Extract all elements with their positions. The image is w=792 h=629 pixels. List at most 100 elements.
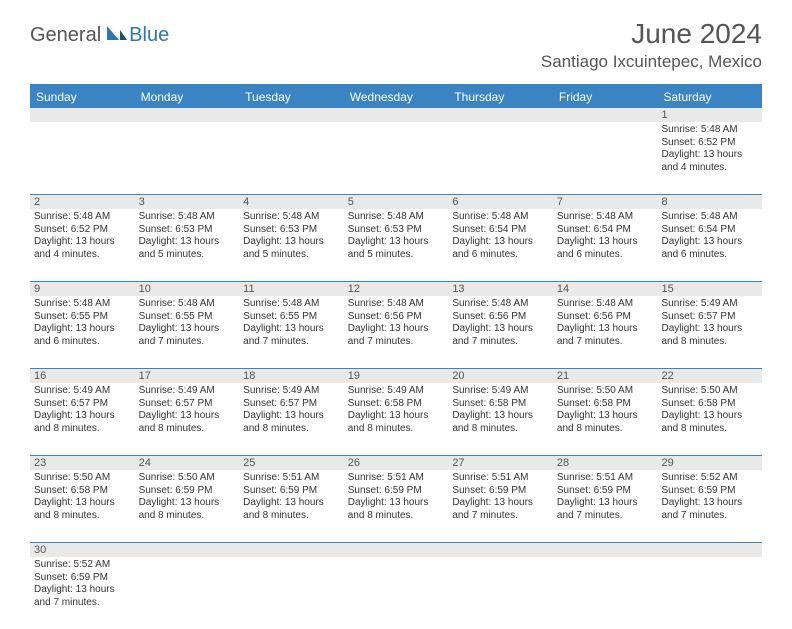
day-number-row: 9101112131415 (30, 282, 762, 296)
day-number: 15 (657, 282, 762, 296)
sunset-text: Sunset: 6:56 PM (452, 311, 549, 324)
sunrise-text: Sunrise: 5:48 AM (661, 124, 758, 137)
title-block: June 2024 Santiago Ixcuintepec, Mexico (541, 18, 762, 72)
day2-text: and 7 minutes. (557, 336, 654, 349)
logo-text-dark: General (30, 24, 101, 47)
day2-text: and 8 minutes. (243, 510, 340, 523)
day-number: 17 (135, 369, 240, 383)
sunset-text: Sunset: 6:59 PM (661, 485, 758, 498)
sunrise-text: Sunrise: 5:51 AM (557, 472, 654, 485)
sunrise-text: Sunrise: 5:48 AM (139, 298, 236, 311)
sunset-text: Sunset: 6:53 PM (348, 224, 445, 237)
day1-text: Daylight: 13 hours (348, 323, 445, 336)
day2-text: and 7 minutes. (452, 336, 549, 349)
sunset-text: Sunset: 6:58 PM (452, 398, 549, 411)
sunset-text: Sunset: 6:58 PM (34, 485, 131, 498)
sunset-text: Sunset: 6:57 PM (243, 398, 340, 411)
day-cell (344, 557, 449, 629)
day-cell: Sunrise: 5:50 AMSunset: 6:58 PMDaylight:… (553, 383, 658, 455)
sunrise-text: Sunrise: 5:50 AM (557, 385, 654, 398)
day1-text: Daylight: 13 hours (34, 323, 131, 336)
day1-text: Daylight: 13 hours (243, 497, 340, 510)
day1-text: Daylight: 13 hours (661, 236, 758, 249)
sunrise-text: Sunrise: 5:52 AM (661, 472, 758, 485)
logo: General Blue (30, 24, 169, 47)
sunrise-text: Sunrise: 5:51 AM (348, 472, 445, 485)
day2-text: and 8 minutes. (34, 423, 131, 436)
day1-text: Daylight: 13 hours (661, 497, 758, 510)
day-number-row: 16171819202122 (30, 369, 762, 383)
sunset-text: Sunset: 6:52 PM (34, 224, 131, 237)
sunrise-text: Sunrise: 5:49 AM (452, 385, 549, 398)
day2-text: and 7 minutes. (243, 336, 340, 349)
sunrise-text: Sunrise: 5:48 AM (661, 211, 758, 224)
day-number: 11 (239, 282, 344, 296)
day-cell: Sunrise: 5:48 AMSunset: 6:56 PMDaylight:… (553, 296, 658, 368)
day-header: Friday (553, 86, 658, 108)
day-number: 19 (344, 369, 449, 383)
sunset-text: Sunset: 6:54 PM (661, 224, 758, 237)
day2-text: and 7 minutes. (661, 510, 758, 523)
sunrise-text: Sunrise: 5:48 AM (452, 298, 549, 311)
sunrise-text: Sunrise: 5:48 AM (557, 211, 654, 224)
day1-text: Daylight: 13 hours (139, 323, 236, 336)
day-cell: Sunrise: 5:48 AMSunset: 6:53 PMDaylight:… (135, 209, 240, 281)
week-row: Sunrise: 5:50 AMSunset: 6:58 PM Daylight:… (30, 470, 762, 543)
sunrise-text: Sunrise: 5:48 AM (34, 211, 131, 224)
day1-text: Daylight: 13 hours (661, 323, 758, 336)
day-number-row: 2345678 (30, 195, 762, 209)
sunset-text: Sunset: 6:54 PM (557, 224, 654, 237)
day1-text: Daylight: 13 hours (34, 236, 131, 249)
day2-text: and 7 minutes. (348, 336, 445, 349)
day-number: 28 (553, 456, 658, 470)
sunrise-text: Sunrise: 5:49 AM (34, 385, 131, 398)
day-header: Thursday (448, 86, 553, 108)
day2-text: and 6 minutes. (661, 249, 758, 262)
day-number-row: 23242526272829 (30, 456, 762, 470)
day-cell: Sunrise: 5:49 AMSunset: 6:58 PMDaylight:… (344, 383, 449, 455)
day2-text: and 5 minutes. (139, 249, 236, 262)
day-cell: Sunrise: 5:48 AMSunset: 6:56 PMDaylight:… (344, 296, 449, 368)
day2-text: and 8 minutes. (34, 510, 131, 523)
day-number: 22 (657, 369, 762, 383)
sunset-text: Sunset: 6:59 PM (452, 485, 549, 498)
day-cell: Sunrise: 5:52 AMSunset: 6:59 PMDaylight:… (30, 557, 135, 629)
day2-text: and 5 minutes. (243, 249, 340, 262)
sunrise-text: Sunrise: 5:48 AM (348, 298, 445, 311)
day-cell: Sunrise: 5:48 AMSunset: 6:55 PMDaylight:… (30, 296, 135, 368)
sunset-text: Sunset: 6:53 PM (139, 224, 236, 237)
header: General Blue June 2024 Santiago Ixcuinte… (0, 0, 792, 80)
week-row: Sunrise: 5:48 AMSunset: 6:55 PMDaylight:… (30, 296, 762, 369)
day-number: 18 (239, 369, 344, 383)
day-number: 25 (239, 456, 344, 470)
sunset-text: Sunset: 6:55 PM (34, 311, 131, 324)
day1-text: Daylight: 13 hours (661, 149, 758, 162)
day1-text: Daylight: 13 hours (34, 410, 131, 423)
day1-text: Daylight: 13 hours (243, 323, 340, 336)
day-header: Wednesday (344, 86, 449, 108)
day1-text: Daylight: 13 hours (243, 410, 340, 423)
sunrise-text: Sunrise: 5:49 AM (243, 385, 340, 398)
day-cell (553, 122, 658, 194)
day1-text: Daylight: 13 hours (557, 323, 654, 336)
sunrise-text: Sunrise: 5:48 AM (452, 211, 549, 224)
day2-text: and 8 minutes. (348, 510, 445, 523)
sunrise-text: Sunrise: 5:48 AM (243, 211, 340, 224)
sunrise-text: Sunrise: 5:48 AM (557, 298, 654, 311)
day1-text: Daylight: 13 hours (139, 236, 236, 249)
sunrise-text: Sunrise: 5:52 AM (34, 559, 131, 572)
day-number: 23 (30, 456, 135, 470)
day2-text: and 5 minutes. (348, 249, 445, 262)
day1-text: Daylight: 13 hours (139, 497, 236, 510)
day-number: 26 (344, 456, 449, 470)
sunrise-text: Sunrise: 5:50 AM (34, 472, 131, 485)
day-number-row: ......1 (30, 108, 762, 122)
day2-text: and 4 minutes. (661, 162, 758, 175)
sunrise-text: Sunrise: 5:50 AM (661, 385, 758, 398)
day2-text: and 6 minutes. (557, 249, 654, 262)
day1-text: Daylight: 13 hours (452, 497, 549, 510)
day1-text: Daylight: 13 hours (139, 410, 236, 423)
day2-text: and 8 minutes. (348, 423, 445, 436)
day-number: 16 (30, 369, 135, 383)
day-number: 29 (657, 456, 762, 470)
